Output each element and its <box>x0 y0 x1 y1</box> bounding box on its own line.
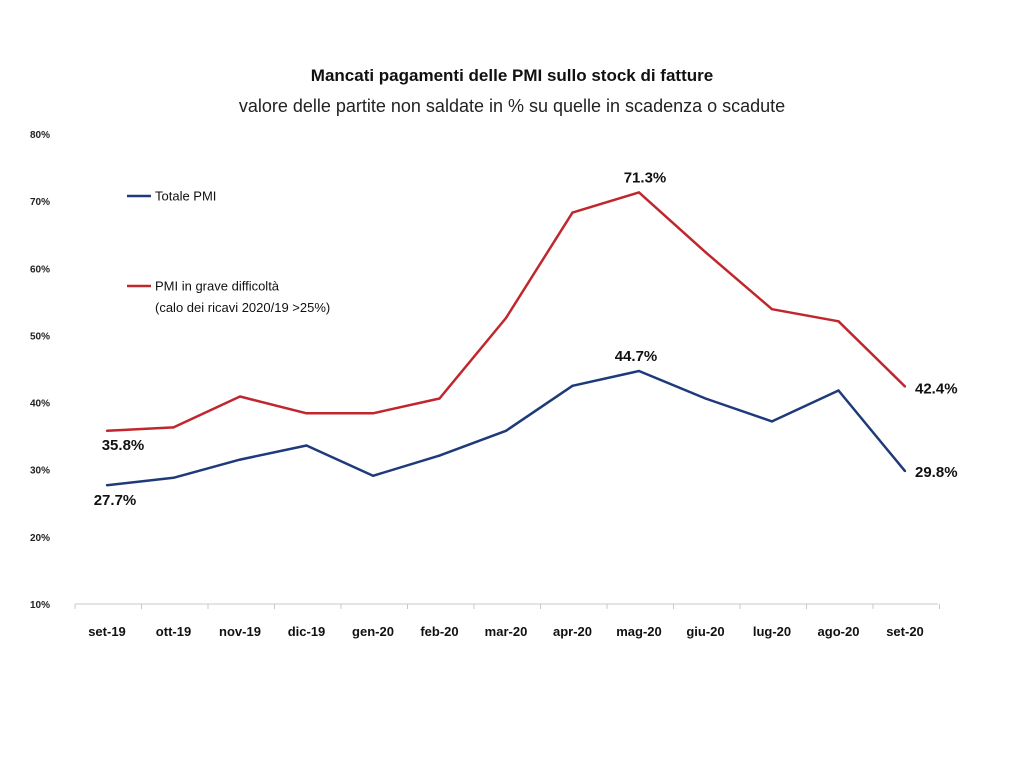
data-label: 42.4% <box>915 380 958 397</box>
series-point <box>704 250 707 254</box>
legend-label: PMI in grave difficoltà <box>155 279 280 294</box>
series-point <box>172 426 175 429</box>
x-tick-label: set-19 <box>88 624 126 639</box>
x-tick-label: mar-20 <box>485 624 528 639</box>
y-tick-label: 60% <box>30 264 50 275</box>
series-point <box>172 476 175 479</box>
chart-subtitle: valore delle partite non saldate in % su… <box>238 96 786 116</box>
series-point <box>305 412 308 415</box>
series-point <box>438 397 441 400</box>
series-line-0 <box>106 369 906 487</box>
data-label: 35.8% <box>102 437 145 454</box>
series-point <box>837 389 840 392</box>
series-point <box>637 191 641 194</box>
series-point <box>504 316 508 320</box>
series-point <box>371 474 375 477</box>
x-tick-label: set-20 <box>886 624 924 639</box>
y-tick-label: 40% <box>30 399 50 410</box>
series-point <box>837 320 840 323</box>
y-tick-label: 70% <box>30 197 50 208</box>
data-label: 29.8% <box>915 464 958 481</box>
y-tick-label: 80% <box>30 130 50 141</box>
series-point <box>770 420 774 423</box>
series-point <box>371 412 375 415</box>
y-tick-label: 50% <box>30 331 50 342</box>
x-tick-label: apr-20 <box>553 624 592 639</box>
y-tick-label: 20% <box>30 533 50 544</box>
x-tick-label: feb-20 <box>420 624 458 639</box>
chart-title: Mancati pagamenti delle PMI sullo stock … <box>310 66 714 85</box>
series-point <box>903 385 907 388</box>
data-label: 71.3% <box>624 169 667 186</box>
y-tick-label: 10% <box>30 600 50 611</box>
series-point <box>105 429 109 432</box>
x-tick-label: ott-19 <box>156 624 191 639</box>
x-tick-label: ago-20 <box>818 624 860 639</box>
series-point <box>305 444 308 447</box>
legend-label-line2: (calo dei ricavi 2020/19 >25%) <box>155 300 330 315</box>
series-point <box>637 369 641 373</box>
series-point <box>238 395 242 398</box>
y-tick-label: 30% <box>30 466 50 477</box>
data-label: 44.7% <box>615 348 658 365</box>
series-point <box>504 429 508 432</box>
data-label: 27.7% <box>94 492 137 509</box>
x-tick-label: gen-20 <box>352 624 394 639</box>
x-tick-label: lug-20 <box>753 624 791 639</box>
x-tick-label: dic-19 <box>288 624 326 639</box>
series-point <box>571 384 574 387</box>
legend-label: Totale PMI <box>155 189 216 204</box>
x-tick-label: mag-20 <box>616 624 662 639</box>
x-tick-label: giu-20 <box>686 624 724 639</box>
series-point <box>770 308 774 311</box>
series-point <box>704 397 707 400</box>
series-point <box>105 483 109 487</box>
series-point <box>438 454 441 457</box>
series-point <box>238 458 242 461</box>
x-tick-label: nov-19 <box>219 624 261 639</box>
series-point <box>903 469 907 473</box>
series-point <box>571 211 574 214</box>
